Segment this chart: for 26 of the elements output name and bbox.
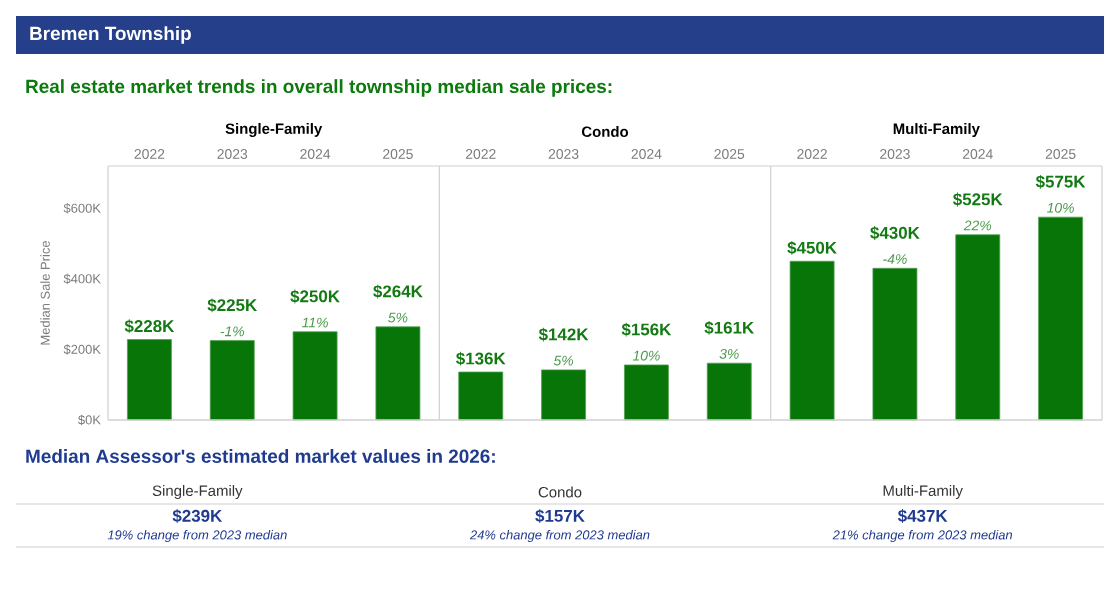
data-label: $228K	[124, 319, 175, 334]
text: $157K	[535, 509, 585, 523]
data-label: $156K	[621, 322, 672, 337]
data-label: $136K	[456, 351, 506, 366]
data-label: $250K	[290, 289, 340, 304]
bar	[127, 339, 172, 421]
bar	[955, 234, 1001, 421]
bar	[789, 260, 835, 421]
data-label: $525K	[953, 192, 1003, 207]
data-label: $450K	[787, 241, 837, 255]
text: $239K	[172, 509, 223, 523]
data-label: $264K	[373, 284, 423, 299]
bar	[1038, 216, 1083, 421]
bar	[292, 331, 338, 421]
bar	[209, 340, 255, 421]
data-label: $161K	[704, 320, 755, 335]
data-label: $575K	[1035, 174, 1086, 189]
bar	[872, 267, 918, 421]
text: Bremen Township	[30, 26, 191, 44]
bar	[375, 326, 421, 421]
text: $437K	[897, 509, 948, 523]
data-label: $225K	[207, 298, 258, 313]
data-label: $142K	[538, 327, 589, 342]
text: Real estate market trends in overall township median sale prices:	[26, 79, 612, 97]
data-label: $430K	[870, 226, 920, 240]
text: Median Assessor's estimated market values in 2026:	[26, 449, 495, 463]
